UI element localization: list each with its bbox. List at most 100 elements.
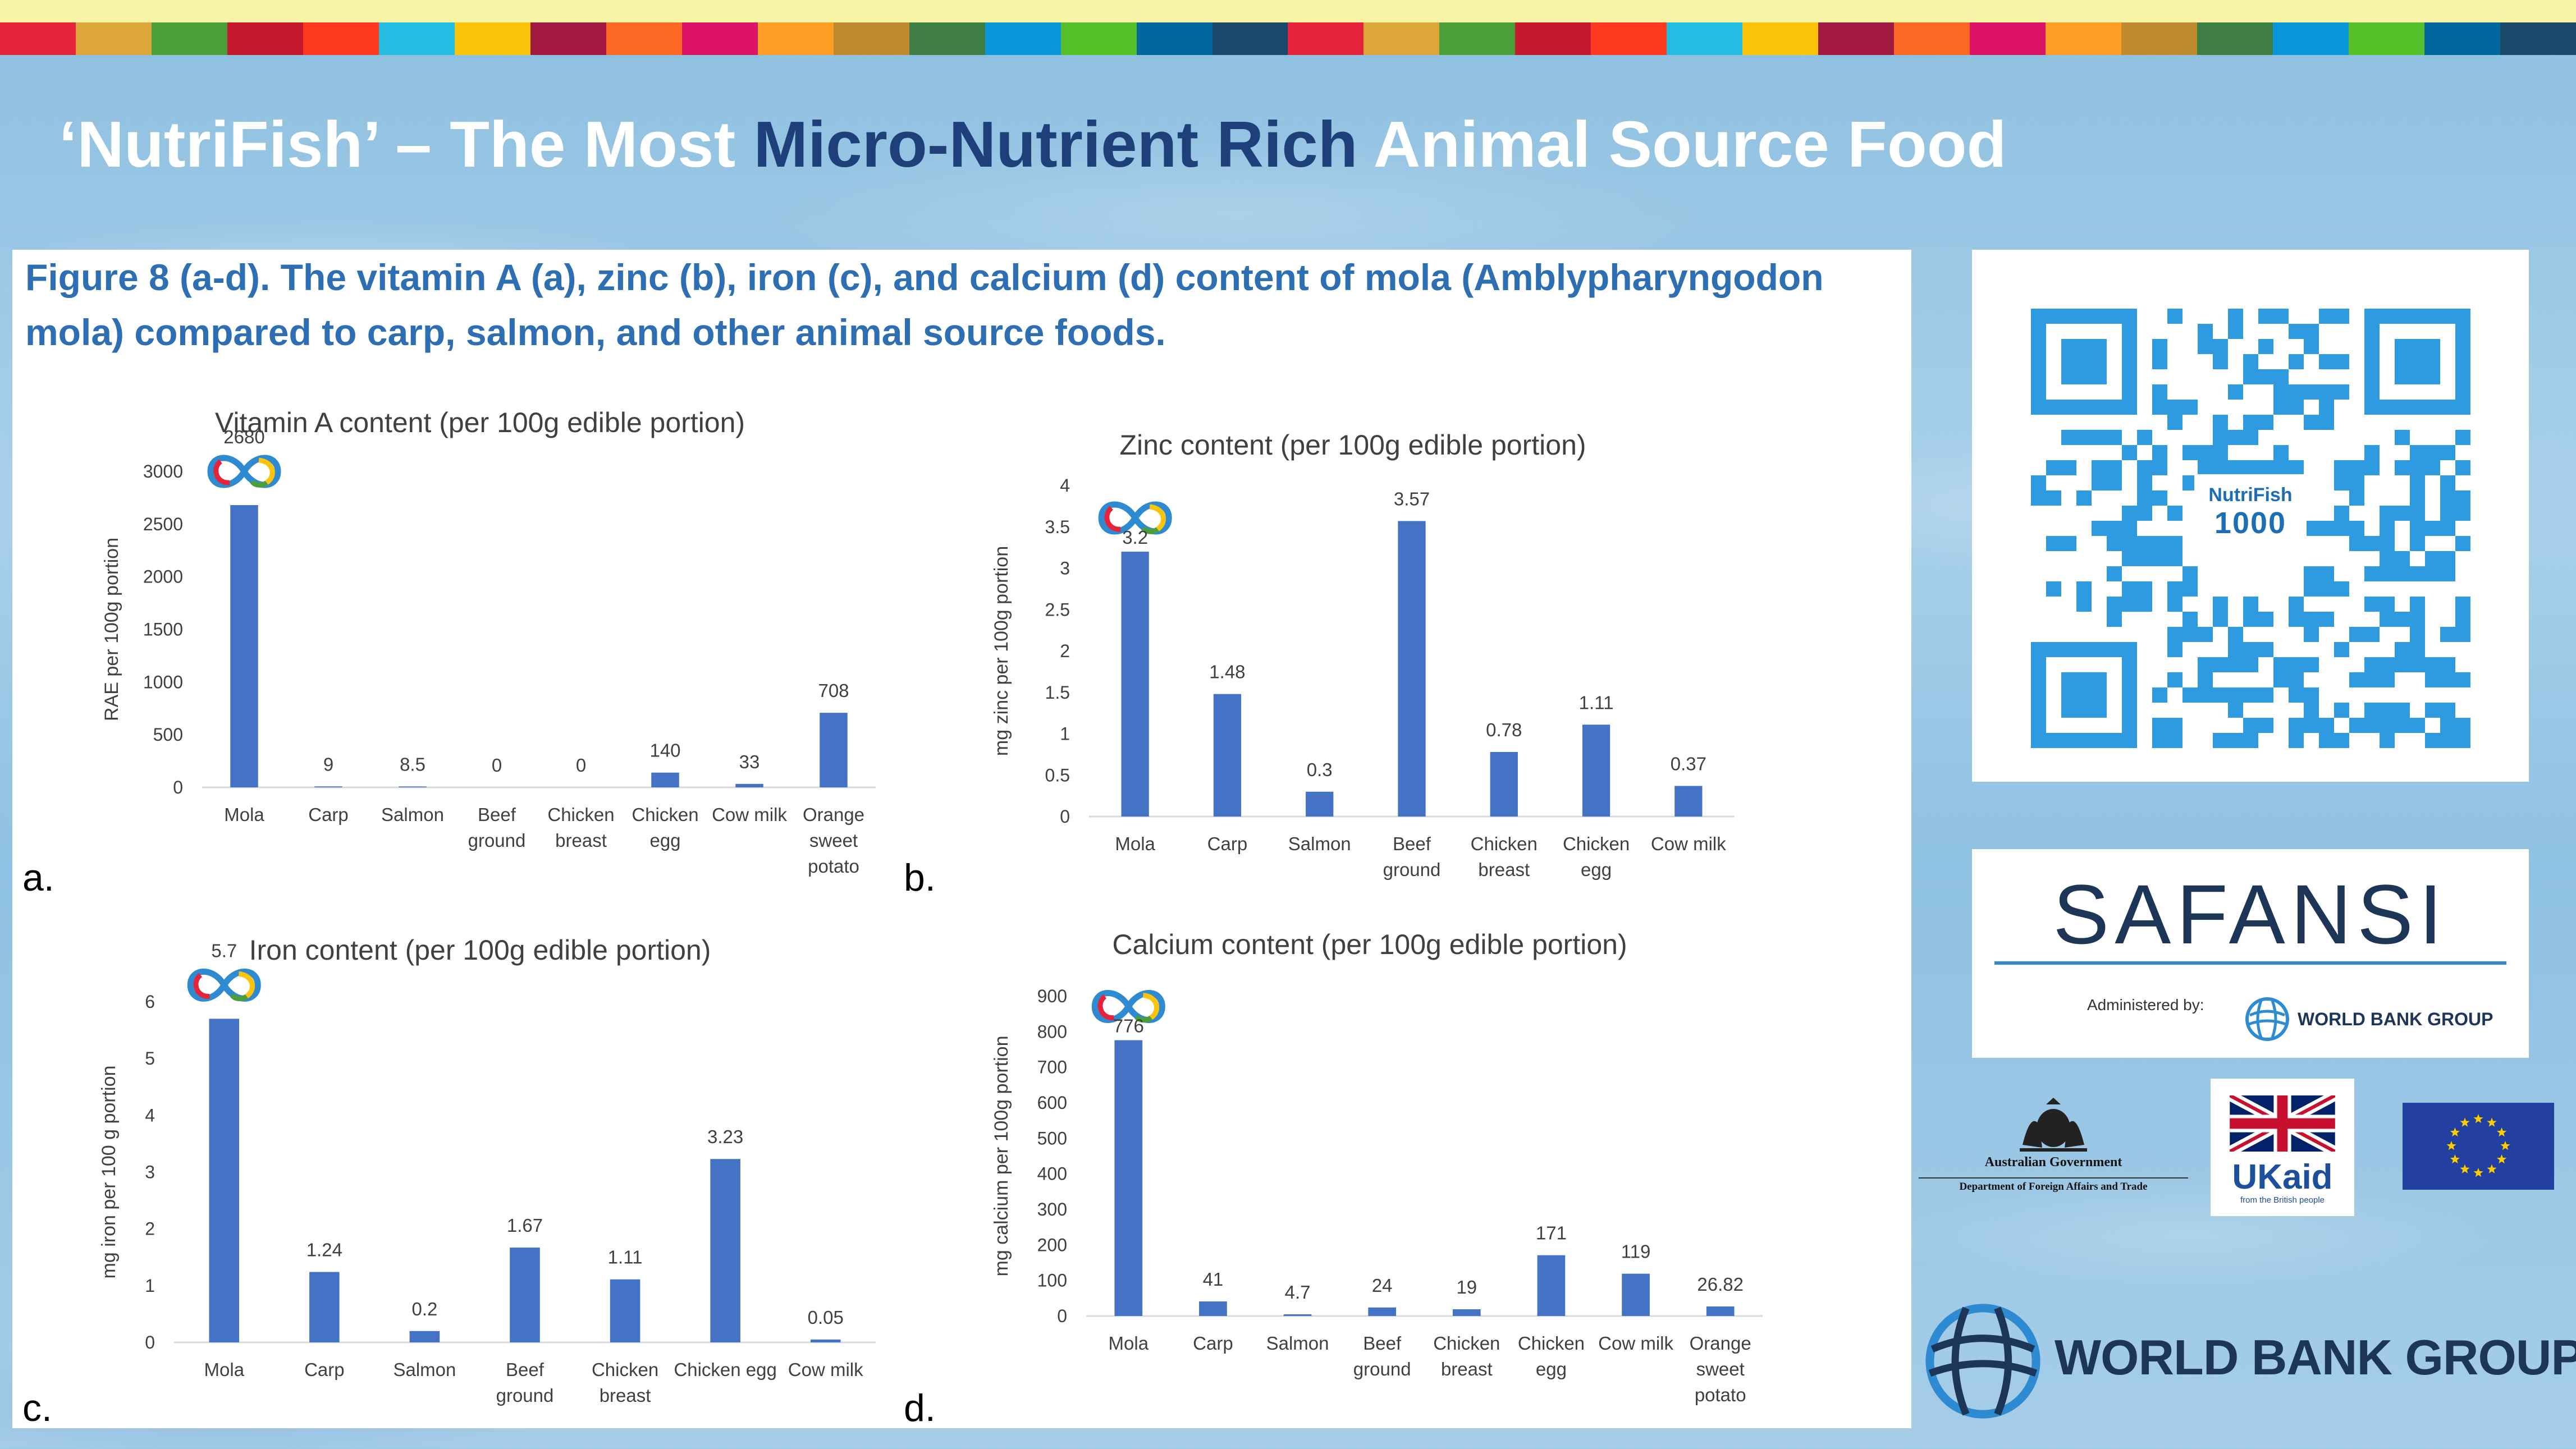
y-tick-label: 400 (1037, 1164, 1067, 1184)
data-label: 0 (492, 755, 502, 776)
bar (1706, 1306, 1735, 1316)
category-label: Beef (506, 1359, 545, 1380)
data-label: 8.5 (400, 754, 425, 774)
y-tick-label: 200 (1037, 1235, 1067, 1255)
sdg-color-segment (1136, 22, 1212, 55)
data-label: 33 (739, 751, 760, 772)
bar (1622, 1273, 1650, 1316)
data-label: 26.82 (1697, 1274, 1744, 1295)
bar (1199, 1301, 1227, 1316)
australian-government-logo: Australian Government Department of Fore… (1919, 1094, 2188, 1201)
sdg-color-segment (909, 22, 985, 55)
slide-title: ‘NutriFish’ – The Most Micro-Nutrient Ri… (59, 107, 2006, 182)
data-label: 0.78 (1486, 719, 1522, 740)
category-label: Carp (1193, 1333, 1233, 1354)
world-bank-group-logo: WORLD BANK GROUP (1923, 1301, 2576, 1419)
safansi-divider (1994, 961, 2506, 965)
qr-center-logo: NutriFish 1000 (2194, 474, 2307, 558)
y-tick-label: 2 (145, 1219, 155, 1239)
category-label: sweet (809, 830, 858, 851)
data-label: 0.37 (1671, 753, 1706, 774)
data-label: 5.7 (211, 940, 237, 961)
category-label: Chicken (592, 1359, 658, 1380)
chart-title: Zinc content (per 100g edible portion) (1119, 429, 1586, 461)
y-tick-label: 3 (145, 1162, 155, 1182)
bar (651, 772, 679, 787)
sdg-color-segment (681, 22, 758, 55)
bar (1213, 694, 1242, 817)
sdg-color-segment (2500, 22, 2576, 55)
bar (820, 713, 848, 787)
sdg-color-segment (530, 22, 606, 55)
aus-gov-label: Australian Government (1984, 1155, 2122, 1170)
qr-logo-line2: 1000 (2214, 506, 2287, 540)
sdg-color-segment (1894, 22, 1970, 55)
y-tick-label: 0 (145, 1332, 155, 1352)
y-axis-label: mg zinc per 100g portion (991, 546, 1012, 756)
bar (735, 783, 763, 787)
y-tick-label: 3.5 (1045, 517, 1070, 537)
category-label: potato (808, 856, 859, 877)
bar (209, 1019, 240, 1342)
y-tick-label: 0.5 (1045, 765, 1070, 785)
sdg-color-segment (1742, 22, 1819, 55)
y-tick-label: 1000 (143, 672, 183, 692)
category-label: Cow milk (788, 1359, 863, 1380)
category-label: Chicken (632, 804, 698, 825)
panel-letter-a: a. (22, 856, 54, 899)
bar (1452, 1309, 1481, 1316)
category-label: ground (496, 1385, 554, 1406)
sdg-color-segment (2273, 22, 2349, 55)
sdg-color-segment (227, 22, 303, 55)
chart-title: Calcium content (per 100g edible portion… (1112, 929, 1627, 960)
y-tick-label: 0 (1060, 806, 1070, 827)
data-label: 2680 (223, 427, 264, 447)
sdg-color-segment (757, 22, 834, 55)
data-label: 3.57 (1394, 488, 1430, 509)
category-label: Chicken (1563, 833, 1630, 854)
sdg-color-segment (151, 22, 227, 55)
bar (1537, 1255, 1566, 1316)
sdg-color-segment (454, 22, 530, 55)
category-label: egg (1536, 1359, 1567, 1379)
chart-title: Vitamin A content (per 100g edible porti… (215, 407, 745, 438)
bar (1398, 521, 1426, 817)
category-label: Chicken (547, 804, 614, 825)
panel-letter-b: b. (904, 856, 936, 899)
category-label: egg (649, 830, 680, 851)
qr-code[interactable]: NutriFish 1000 (1972, 250, 2529, 782)
bar (1114, 1040, 1143, 1316)
category-label: Beef (1363, 1333, 1402, 1354)
y-tick-label: 500 (1037, 1128, 1067, 1148)
safansi-wbg-label: WORLD BANK GROUP (2298, 1009, 2493, 1029)
ukaid-label: UKaid (2232, 1158, 2333, 1196)
union-jack-icon (2230, 1095, 2335, 1152)
title-part2: Animal Source Food (1357, 108, 2007, 181)
category-label: Mola (1115, 833, 1155, 854)
sdg-color-segment (1818, 22, 1895, 55)
sdg-color-segment (2121, 22, 2198, 55)
bar (810, 1339, 841, 1342)
category-label: ground (1383, 859, 1441, 880)
bar (309, 1272, 340, 1342)
category-label: Salmon (393, 1359, 456, 1380)
y-tick-label: 600 (1037, 1093, 1067, 1113)
sdg-color-segment (1288, 22, 1364, 55)
chart-calcium: Calcium content (per 100g edible portion… (991, 929, 1763, 1405)
category-label: Carp (308, 804, 349, 825)
category-label: Cow milk (1651, 833, 1726, 854)
safansi-admin-label: Administered by: (2087, 996, 2204, 1014)
sdg-color-segment (1364, 22, 1440, 55)
bar (399, 786, 427, 787)
category-label: breast (555, 830, 607, 851)
category-label: Orange (803, 804, 864, 825)
data-label: 171 (1536, 1223, 1567, 1244)
data-label: 0.3 (1307, 759, 1333, 780)
figure-panel (12, 250, 1911, 1428)
data-label: 19 (1456, 1277, 1477, 1297)
y-tick-label: 3 (1060, 558, 1070, 579)
y-tick-label: 100 (1037, 1271, 1067, 1291)
sdg-color-segment (1970, 22, 2046, 55)
y-tick-label: 800 (1037, 1021, 1067, 1042)
y-tick-label: 6 (145, 992, 155, 1012)
